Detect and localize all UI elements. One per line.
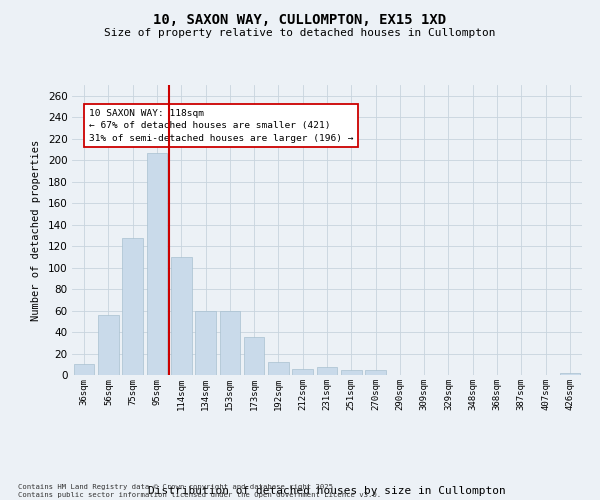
Bar [365,370,386,375]
Bar [98,315,119,375]
X-axis label: Distribution of detached houses by size in Cullompton: Distribution of detached houses by size … [148,486,506,496]
Bar [560,373,580,375]
Bar [220,310,240,375]
Y-axis label: Number of detached properties: Number of detached properties [31,140,41,320]
Bar [122,238,143,375]
Text: 10 SAXON WAY: 118sqm
← 67% of detached houses are smaller (421)
31% of semi-deta: 10 SAXON WAY: 118sqm ← 67% of detached h… [89,108,353,142]
Bar [341,370,362,375]
Text: Size of property relative to detached houses in Cullompton: Size of property relative to detached ho… [104,28,496,38]
Text: Contains HM Land Registry data © Crown copyright and database right 2025.
Contai: Contains HM Land Registry data © Crown c… [18,484,381,498]
Bar [195,310,216,375]
Bar [171,257,191,375]
Bar [268,362,289,375]
Bar [244,338,265,375]
Bar [146,152,167,375]
Text: 10, SAXON WAY, CULLOMPTON, EX15 1XD: 10, SAXON WAY, CULLOMPTON, EX15 1XD [154,12,446,26]
Bar [74,364,94,375]
Bar [317,368,337,375]
Bar [292,368,313,375]
